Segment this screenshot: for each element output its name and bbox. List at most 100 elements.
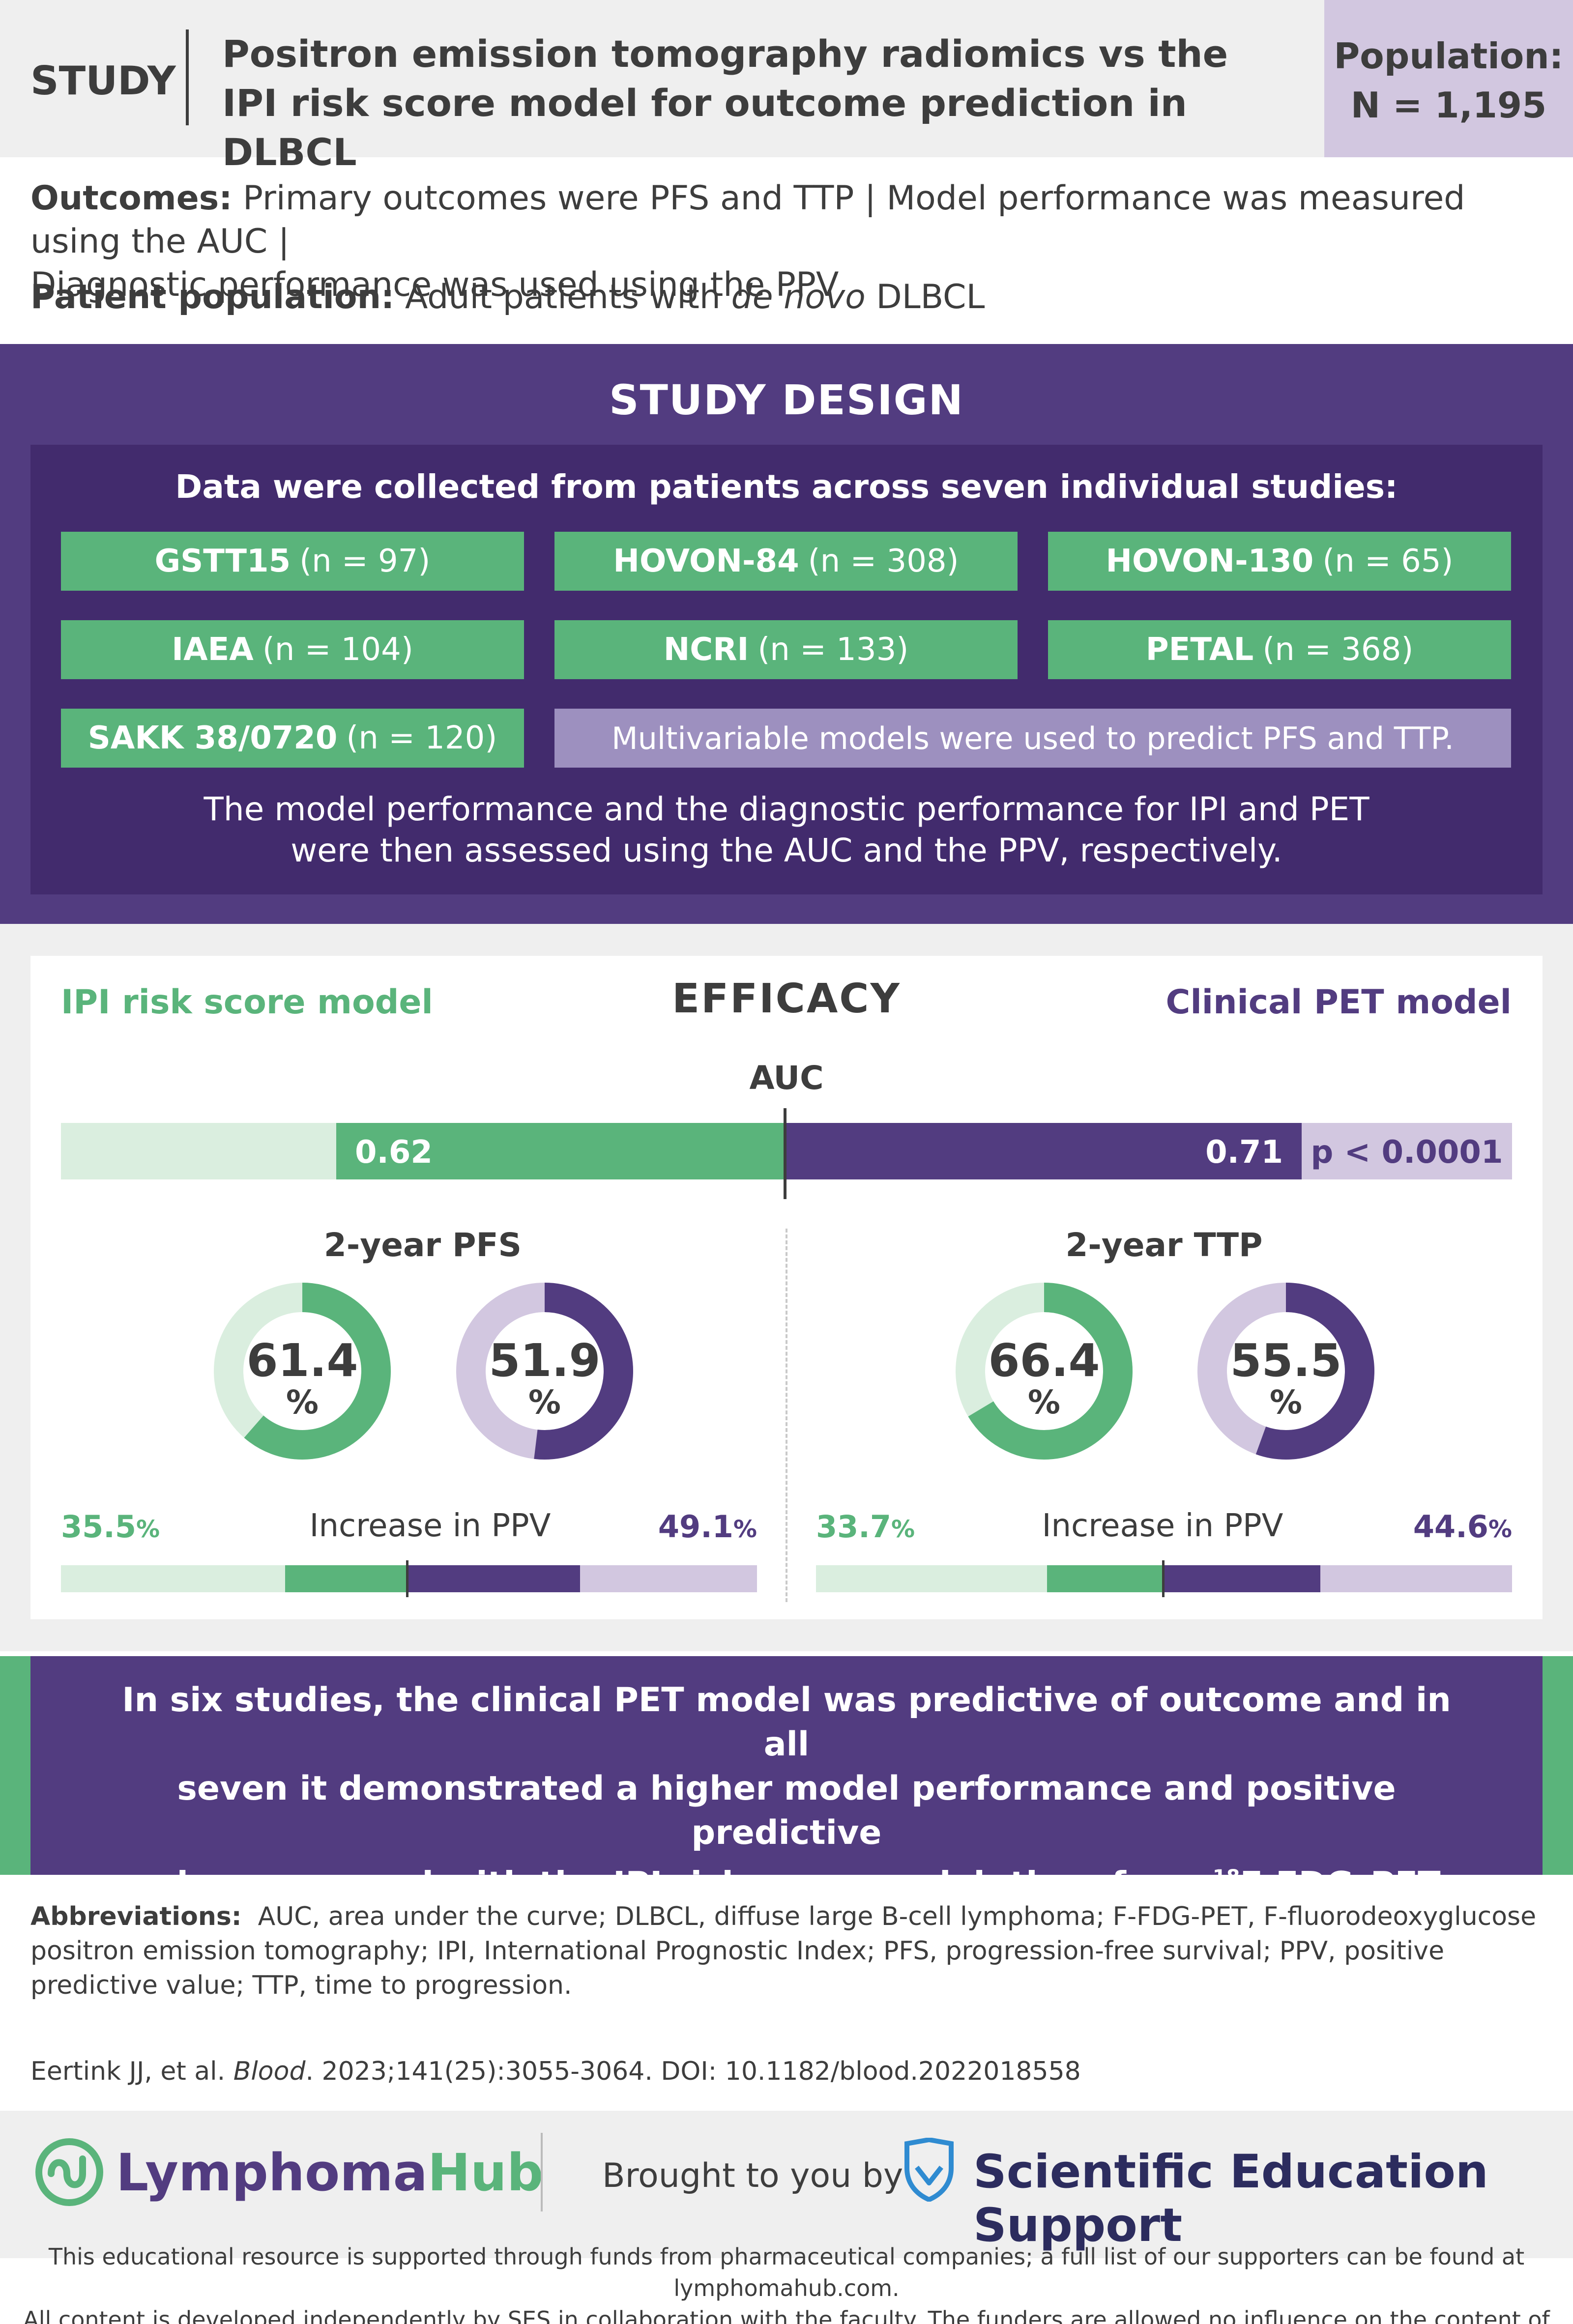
pfs-ipi-donut <box>214 1283 391 1460</box>
patient-population-pre: Adult patients with <box>405 278 721 316</box>
conclusion-box <box>30 1656 1543 1875</box>
auc-ipi-bar <box>336 1123 786 1179</box>
pfs-pet-donut-arc <box>456 1283 633 1460</box>
pfs-ppv-center-tick <box>406 1560 408 1597</box>
page-title: Positron emission tomography radiomics v… <box>222 29 1274 177</box>
population-label: Population: <box>1334 35 1564 77</box>
conclusion-line-2: seven it demonstrated a higher model per… <box>177 1769 1396 1852</box>
study-name: SAKK 38/0720 <box>87 720 338 756</box>
outcomes-text: Outcomes: Primary outcomes were PFS and … <box>30 177 1554 307</box>
title-line-1: Positron emission tomography radiomics v… <box>222 32 1228 76</box>
multivariable-box: Multivariable models were used to predic… <box>554 709 1511 768</box>
header-divider <box>186 29 189 125</box>
study-name: HOVON-84 <box>613 543 799 579</box>
brand-part-1: Lymphoma <box>116 2143 428 2203</box>
population-box: Population: N = 1,195 <box>1324 0 1573 157</box>
pfs-ppv-ipi-value: 35.5 <box>61 1509 136 1545</box>
header-band <box>0 0 1573 157</box>
footer-divider <box>541 2133 543 2211</box>
outcomes-line-2: Diagnostic performance was used using th… <box>30 265 839 304</box>
pfs-ipi-donut-arc <box>214 1283 391 1460</box>
pfs-ppv-pet-value: 49.1 <box>658 1509 733 1545</box>
reference-journal: Blood <box>233 2057 306 2086</box>
patient-population-label: Patient population: <box>30 278 395 316</box>
brand-part-2: Hub <box>427 2143 544 2203</box>
efficacy-divider <box>786 1229 787 1602</box>
study-box-gstt15: GSTT15 (n = 97) <box>61 532 524 591</box>
ttp-ppv-pet-bar <box>1164 1565 1320 1592</box>
study-box-hovon84: HOVON-84 (n = 308) <box>554 532 1018 591</box>
pfs-ppv-pet-pct: % <box>733 1516 757 1543</box>
study-name: NCRI <box>663 631 749 668</box>
ttp-ipi-value: 66.4 <box>988 1334 1100 1387</box>
auc-pet-track <box>1302 1123 1512 1179</box>
ttp-ppv-center-tick <box>1162 1560 1165 1597</box>
auc-label: AUC <box>749 1059 824 1097</box>
study-n: (n = 97) <box>299 543 431 579</box>
auc-ipi-value: 0.62 <box>355 1134 433 1171</box>
conclusion-line-3-post: F-FDG–PET <box>1240 1865 1441 1904</box>
efficacy-title: EFFICACY <box>672 976 901 1022</box>
outcomes-line-1: Primary outcomes were PFS and TTP | Mode… <box>30 179 1465 261</box>
pet-model-heading: Clinical PET model <box>1165 983 1512 1022</box>
ttp-ppv-ipi: 33.7% <box>816 1509 915 1545</box>
design-note-line-2: were then assessed using the AUC and the… <box>291 832 1282 869</box>
conclusion-line-1: In six studies, the clinical PET model w… <box>122 1681 1451 1764</box>
ttp-ppv-pet: 44.6% <box>1345 1509 1512 1545</box>
reference-authors: Eertink JJ, et al. <box>30 2057 226 2086</box>
conclusion-line-3: value compared with the IPI risk score m… <box>98 1855 1475 1907</box>
lymphomahub-logo-icon <box>35 2138 103 2206</box>
ttp-ppv-pet-pct: % <box>1488 1516 1512 1543</box>
ttp-pet-value: 55.5 <box>1230 1334 1342 1387</box>
ttp-pet-donut <box>1197 1283 1374 1460</box>
reference-details: . 2023;141(25):3055-3064. DOI: 10.1182/b… <box>305 2057 1081 2086</box>
ttp-ppv-ipi-pct: % <box>891 1516 915 1543</box>
ipi-model-heading: IPI risk score model <box>61 983 433 1022</box>
study-design-note: The model performance and the diagnostic… <box>30 789 1543 871</box>
study-n: (n = 120) <box>346 720 497 756</box>
disclaimer: This educational resource is supported t… <box>0 2241 1573 2324</box>
study-name: PETAL <box>1145 631 1254 668</box>
pfs-pet-donut <box>456 1283 633 1460</box>
disclaimer-line-1: This educational resource is supported t… <box>48 2243 1525 2301</box>
abbreviations: Abbreviations: AUC, area under the curve… <box>30 1899 1543 2003</box>
study-n: (n = 104) <box>262 631 413 668</box>
abbreviations-text: AUC, area under the curve; DLBCL, diffus… <box>30 1902 1537 2000</box>
pfs-ppv-pet-bar <box>408 1565 580 1592</box>
auc-pet-bar <box>786 1123 1302 1179</box>
study-n: (n = 368) <box>1262 631 1414 668</box>
conclusion-line-3-pre: value compared with the IPI risk score m… <box>132 1865 1201 1904</box>
study-box-iaea: IAEA (n = 104) <box>61 620 524 679</box>
patient-population: Patient population: Adult patients with … <box>30 278 1554 316</box>
disclaimer-line-2: All content is developed independently b… <box>23 2306 1550 2324</box>
auc-center-line <box>784 1108 786 1199</box>
study-n: (n = 133) <box>757 631 909 668</box>
pfs-ppv-label: Increase in PPV <box>309 1508 551 1544</box>
pfs-ppv-pet: 49.1% <box>590 1509 757 1545</box>
outcomes-label: Outcomes: <box>30 179 233 218</box>
study-name: IAEA <box>172 631 254 668</box>
ttp-ipi-donut-arc <box>956 1283 1133 1460</box>
pfs-ppv-pet-track <box>580 1565 757 1592</box>
conclusion-text: In six studies, the clinical PET model w… <box>98 1678 1475 1951</box>
study-box-ncri: NCRI (n = 133) <box>554 620 1018 679</box>
ttp-ppv-ipi-bar <box>1047 1565 1164 1592</box>
ttp-pet-donut-arc <box>1197 1283 1374 1460</box>
ttp-ppv-pet-value: 44.6 <box>1413 1509 1488 1545</box>
pfs-ppv-ipi-pct: % <box>136 1516 160 1543</box>
ttp-ppv-ipi-value: 33.7 <box>816 1509 891 1545</box>
pfs-ipi-pct: % <box>286 1383 319 1421</box>
population-value: N = 1,195 <box>1350 85 1547 126</box>
patient-population-post: DLBCL <box>876 278 985 316</box>
conclusion-line-4: radiomics can be used to more accurately… <box>134 1909 1439 1948</box>
pfs-ppv-ipi: 35.5% <box>61 1509 160 1545</box>
pfs-pet-value: 51.9 <box>489 1334 601 1387</box>
study-name: GSTT15 <box>154 543 291 579</box>
ttp-ipi-donut <box>956 1283 1133 1460</box>
study-design-subtitle: Data were collected from patients across… <box>175 468 1398 506</box>
ttp-pet-pct: % <box>1269 1383 1303 1421</box>
pfs-title: 2-year PFS <box>323 1226 522 1264</box>
study-box-hovon130: HOVON-130 (n = 65) <box>1048 532 1511 591</box>
ses-logo-text: Scientific Education Support <box>973 2145 1488 2252</box>
